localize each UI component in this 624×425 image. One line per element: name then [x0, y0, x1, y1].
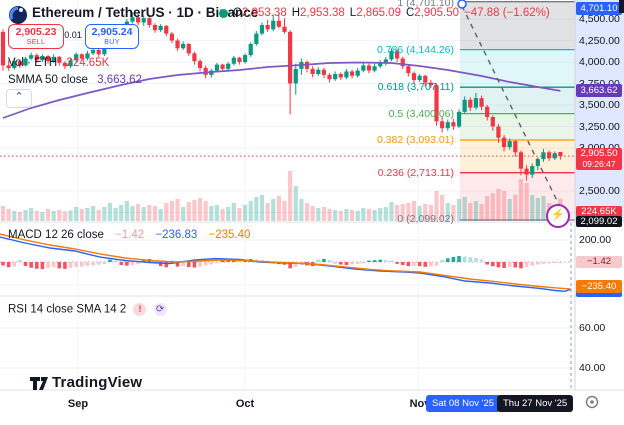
month-label: Sep: [67, 398, 89, 410]
market-status-icon: [219, 9, 228, 18]
fib-level-label: 0 (2,099.02): [397, 213, 454, 225]
rsi-tick-label: 60.00: [579, 322, 606, 334]
price-scale-badge: 4,701.10: [576, 2, 622, 15]
macd-legend[interactable]: MACD 12 26 close −1.42 −236.83 −235.40: [8, 229, 251, 241]
smma-legend[interactable]: SMMA 50 close 3,663.62: [8, 74, 142, 86]
fib-level-label: 0.618 (3,707.11): [377, 81, 454, 94]
chevron-up-icon: ⌃: [14, 91, 24, 103]
sell-button[interactable]: 2,905.23 SELL: [8, 24, 64, 49]
price-tick-label: 4,500.00: [579, 13, 620, 25]
tradingview-logo-icon: [30, 377, 48, 390]
macd-signal-value: −235.40: [208, 229, 251, 241]
range-start-badge[interactable]: Sat 08 Nov '25: [426, 395, 501, 412]
error-icon[interactable]: !: [133, 303, 147, 316]
lightning-icon[interactable]: ⚡: [546, 204, 570, 228]
month-label: Oct: [235, 398, 255, 410]
fib-level-label: 1 (4,701.10): [397, 0, 454, 9]
rsi-legend[interactable]: RSI 14 close SMA 14 2 ! ⟳: [8, 303, 167, 316]
symbol-title[interactable]: Ethereum / TetherUS · 1D · Binance: [32, 5, 259, 20]
fib-level-label: 0.382 (3,093.01): [376, 134, 454, 146]
rsi-tick-label: 40.00: [579, 362, 606, 374]
price-scale-badge: 3,663.62: [576, 84, 622, 97]
range-end-badge[interactable]: Thu 27 Nov '25: [497, 395, 574, 412]
price-tick-label: 4,250.00: [579, 34, 620, 47]
price-tick-label: 4,000.00: [579, 56, 620, 68]
fib-level-label: 0.236 (2,713.11): [377, 166, 454, 179]
price-tick-label: 3,250.00: [579, 120, 620, 133]
buy-button[interactable]: 2,905.24 BUY: [85, 24, 139, 49]
price-scale-badge: 2,905.50 09:26:47: [576, 148, 622, 170]
price-scale-badge: 2,099.02: [576, 216, 622, 227]
ohlc-values: O2,953.38 H2,953.38 L2,865.09 C2,905.50 −47.…: [233, 7, 550, 19]
price-tick-label: 2,500.00: [579, 185, 620, 197]
smma-value: 3,663.62: [97, 74, 142, 86]
volume-value: 224.65K: [66, 57, 110, 69]
price-scale-badge: 224.65K: [576, 206, 622, 217]
fib-level-label: 0.5 (3,400.06): [388, 107, 454, 120]
fib-level-label: 0.786 (4,144.26): [376, 43, 454, 56]
collapse-legend-button[interactable]: ⌃: [6, 89, 32, 108]
symbol-logo-icon: [9, 6, 27, 24]
scale-scrollbar-thumb[interactable]: [619, 0, 624, 13]
loading-icon[interactable]: ⟳: [153, 303, 167, 316]
price-tick-label: 3,500.00: [579, 99, 620, 111]
volume-legend[interactable]: Vol · ETH 224.65K: [8, 57, 110, 69]
spread-value: 0.01: [64, 30, 82, 40]
macd-line-value: −236.83: [155, 229, 198, 241]
change-value: −47.88 (−1.62%): [464, 7, 550, 19]
macd-hist-value: −1.42: [115, 229, 145, 241]
settings-icon[interactable]: [584, 394, 600, 410]
tradingview-watermark: TradingView: [52, 374, 143, 391]
price-scale-badge: −1.42: [576, 256, 622, 268]
month-label: Nov: [409, 398, 431, 410]
macd-tick-label: 200.00: [579, 234, 612, 246]
price-scale-badge: −235.40: [576, 280, 622, 293]
